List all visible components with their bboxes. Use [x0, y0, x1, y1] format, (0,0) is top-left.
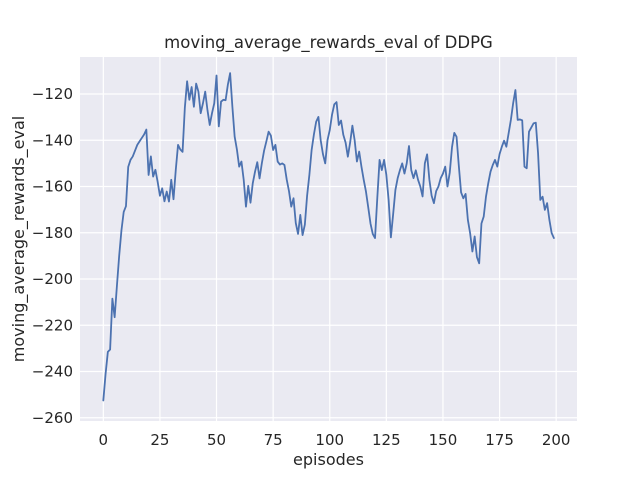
axes-background	[80, 57, 577, 421]
chart-title: moving_average_rewards_eval of DDPG	[164, 33, 493, 53]
x-tick-label-100: 100	[315, 431, 344, 449]
y-axis-label: moving_average_rewards_eval	[9, 116, 29, 362]
y-tick-label--140: −140	[32, 131, 73, 149]
gridlines	[80, 57, 577, 421]
y-tick-label--220: −220	[32, 316, 73, 334]
x-tick-labels: 0 25 50 75 100 125 150 175 200	[99, 431, 571, 449]
x-tick-label-75: 75	[264, 431, 283, 449]
x-tick-label-200: 200	[542, 431, 571, 449]
y-tick-labels: −120 −140 −160 −180 −200 −220 −240 −260	[32, 85, 73, 427]
series-line	[102, 72, 555, 402]
y-tick-label--200: −200	[32, 270, 73, 288]
x-tick-label-150: 150	[429, 431, 458, 449]
y-tick-label--260: −260	[32, 409, 73, 427]
y-tick-label--240: −240	[32, 363, 73, 381]
y-tick-label--120: −120	[32, 85, 73, 103]
y-tick-label--180: −180	[32, 224, 73, 242]
x-tick-label-0: 0	[99, 431, 109, 449]
x-tick-label-25: 25	[150, 431, 169, 449]
x-axis-label: episodes	[293, 450, 364, 469]
y-tick-label--160: −160	[32, 178, 73, 196]
x-tick-label-125: 125	[372, 431, 401, 449]
x-tick-label-50: 50	[207, 431, 226, 449]
x-tick-label-175: 175	[485, 431, 514, 449]
